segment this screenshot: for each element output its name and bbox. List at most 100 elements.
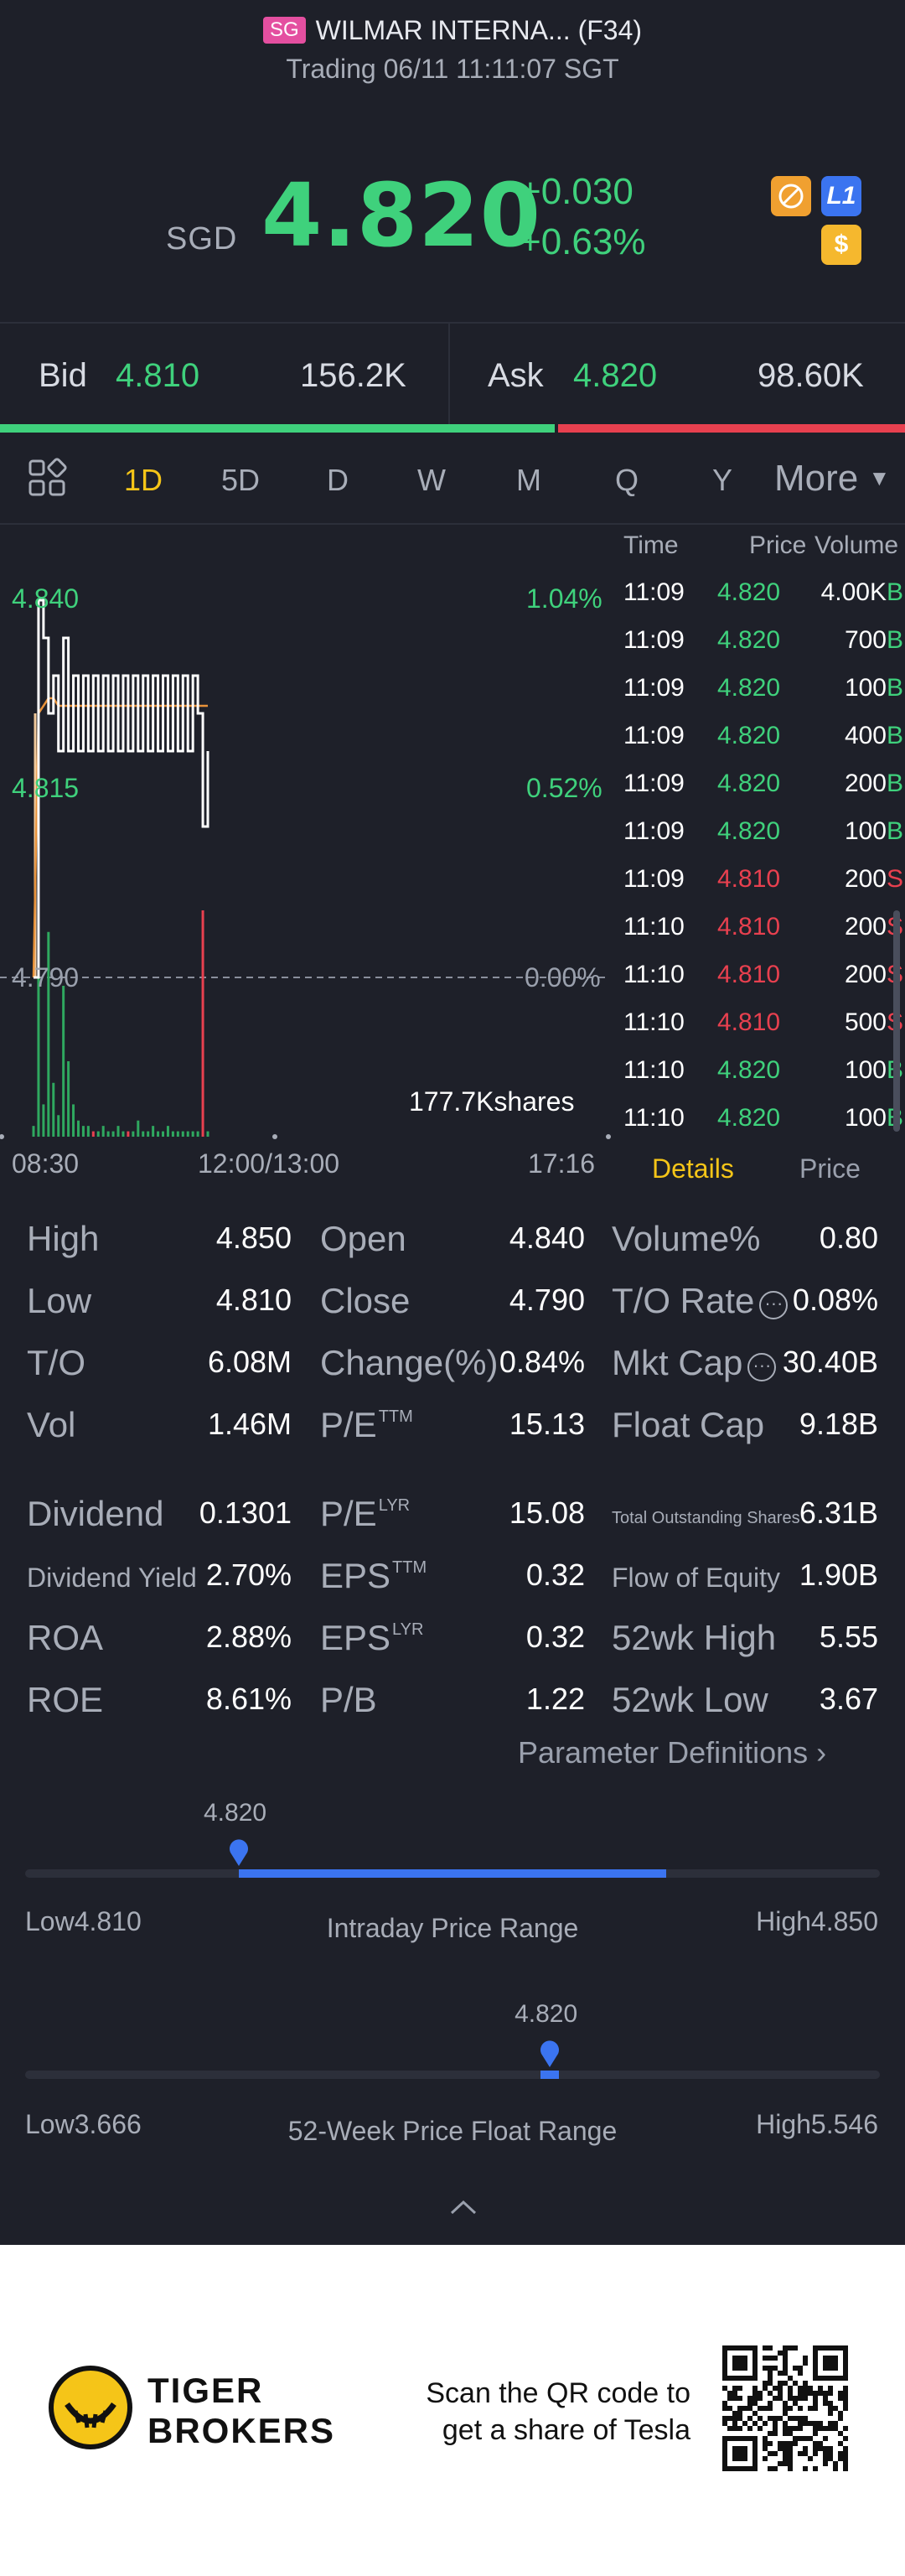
stat-roe: ROE 8.61%: [27, 1680, 292, 1719]
time-axis-label: 17:16: [528, 1148, 596, 1179]
trade-price: 4.810: [717, 865, 781, 893]
trade-time: 11:09: [623, 674, 685, 702]
trade-volume: 700: [844, 626, 887, 654]
stock-title[interactable]: SG WILMAR INTERNA... (F34): [0, 15, 905, 46]
info-icon[interactable]: ···: [747, 1353, 777, 1381]
tab-month[interactable]: M: [516, 463, 541, 497]
price-line: [34, 599, 209, 979]
tab-1d[interactable]: 1D: [124, 463, 163, 497]
stat-dividend-yield: Dividend Yield 2.70%: [27, 1558, 292, 1593]
trade-volume: 100: [844, 817, 887, 845]
range-fill: [540, 2071, 559, 2079]
trade-price: 4.820: [717, 1104, 781, 1132]
tab-year[interactable]: Y: [712, 463, 733, 497]
ask-price: 4.820: [573, 357, 658, 394]
trade-price: 4.820: [717, 1056, 781, 1084]
trade-side: B: [886, 722, 903, 749]
bid-ask-panel[interactable]: Bid 4.810 156.2K Ask 4.820 98.60K: [0, 324, 905, 426]
trade-volume: 500: [844, 1008, 887, 1036]
range-fill: [239, 1869, 666, 1878]
stat-pe-lyr: P/E LYR 15.08: [320, 1494, 585, 1533]
trade-time: 11:09: [623, 722, 685, 749]
stat-flow-equity: Flow of Equity 1.90B: [612, 1558, 878, 1593]
trade-price: 4.810: [717, 913, 781, 941]
quote-header: SG WILMAR INTERNA... (F34) Trading 06/11 …: [0, 0, 905, 323]
tab-quarter[interactable]: Q: [615, 463, 639, 497]
stat-open: Open 4.840: [320, 1219, 585, 1258]
tab-5d[interactable]: 5D: [221, 463, 261, 497]
axis-tick: [606, 1134, 611, 1139]
divider: [448, 324, 450, 426]
trade-price: 4.820: [717, 674, 781, 702]
stat-52wk-low: 52wk Low 3.67: [612, 1680, 878, 1719]
stat-pb: P/B 1.22: [320, 1680, 585, 1719]
intraday-chart[interactable]: 4.840 4.815 4.790 1.04% 0.52% 0.00% 177.…: [0, 525, 620, 1145]
time-axis-label: 12:00/13:00: [198, 1148, 340, 1179]
tab-price[interactable]: Price: [799, 1153, 861, 1184]
pct-axis-label: 0.00%: [525, 962, 601, 993]
tab-week[interactable]: W: [417, 463, 446, 497]
volume-total-label: 177.7Kshares: [409, 1086, 575, 1117]
bid-price: 4.810: [116, 357, 200, 394]
stat-eps-ttm: EPS TTM 0.32: [320, 1556, 585, 1595]
range-high-label: High5.546: [756, 2109, 878, 2139]
time-axis-label: 08:30: [12, 1148, 80, 1179]
stat-volume-pct: Volume% 0.80: [612, 1219, 878, 1258]
stat-turnover: T/O 6.08M: [27, 1343, 292, 1382]
trade-side: B: [886, 770, 903, 797]
brand-name: BROKERS: [147, 2411, 336, 2450]
trade-time: 11:10: [623, 961, 685, 988]
parameter-definitions-link[interactable]: Parameter Definitions ›: [518, 1735, 826, 1770]
stat-eps-lyr: EPS LYR 0.32: [320, 1618, 585, 1657]
change-absolute: +0.030: [520, 171, 634, 212]
promo-text: Scan the QR code to: [426, 2377, 690, 2409]
divider: [0, 523, 905, 525]
stat-52wk-high: 52wk High 5.55: [612, 1618, 878, 1657]
hide-icon[interactable]: [771, 176, 811, 216]
stat-total-shares: Total Outstanding Shares 6.31B: [612, 1495, 878, 1530]
info-icon[interactable]: ···: [759, 1291, 789, 1319]
trade-ticks-list[interactable]: Time Price Volume 11:09 4.820 4.00K B 11:09 4…: [620, 525, 905, 1145]
trade-price: 4.820: [717, 817, 781, 845]
trade-volume: 100: [844, 1056, 887, 1084]
trade-row: 11:104.810500S: [620, 1002, 905, 1050]
stat-dividend: Dividend 0.1301: [27, 1494, 292, 1533]
currency-label: SGD: [166, 221, 238, 257]
brand-name: TIGER: [147, 2371, 264, 2410]
qr-code-icon: [722, 2345, 848, 2471]
tab-more[interactable]: More ▼: [774, 458, 890, 500]
trade-price: 4.810: [717, 961, 781, 988]
dollar-icon[interactable]: $: [821, 225, 861, 265]
trade-volume: 100: [844, 1104, 887, 1132]
tab-more-label: More: [774, 458, 859, 499]
column-header-time: Time: [623, 531, 679, 559]
bid-volume: 156.2K: [300, 357, 406, 394]
range-track: [25, 2071, 880, 2079]
collapse-chevron-icon[interactable]: [449, 2191, 478, 2222]
trade-time: 11:10: [623, 1008, 685, 1036]
price-axis-label: 4.790: [12, 962, 80, 993]
tab-details[interactable]: Details: [652, 1153, 734, 1184]
price-axis-label: 4.815: [12, 773, 80, 803]
layout-grid-icon[interactable]: [27, 458, 67, 502]
stat-high: High 4.850: [27, 1219, 292, 1258]
promo-text: get a share of Tesla: [442, 2414, 690, 2446]
trade-time: 11:09: [623, 817, 685, 845]
price-axis-label: 4.840: [12, 583, 80, 614]
tab-day[interactable]: D: [327, 463, 349, 497]
trade-price: 4.820: [717, 722, 781, 749]
trade-volume: 200: [844, 770, 887, 797]
range-caption: Intraday Price Range: [326, 1913, 579, 1943]
price-pin-icon: [540, 2040, 560, 2067]
stat-change-pct: Change(%) 0.84%: [320, 1343, 585, 1382]
range-high-label: High4.850: [756, 1906, 878, 1936]
range-low-label: Low4.810: [25, 1906, 142, 1936]
trade-time: 11:10: [623, 913, 685, 941]
range-track: [25, 1869, 880, 1878]
scrollbar[interactable]: [893, 910, 900, 1132]
chevron-right-icon: ›: [816, 1735, 827, 1770]
level1-icon[interactable]: L1: [821, 176, 861, 216]
trade-volume: 200: [844, 865, 887, 893]
